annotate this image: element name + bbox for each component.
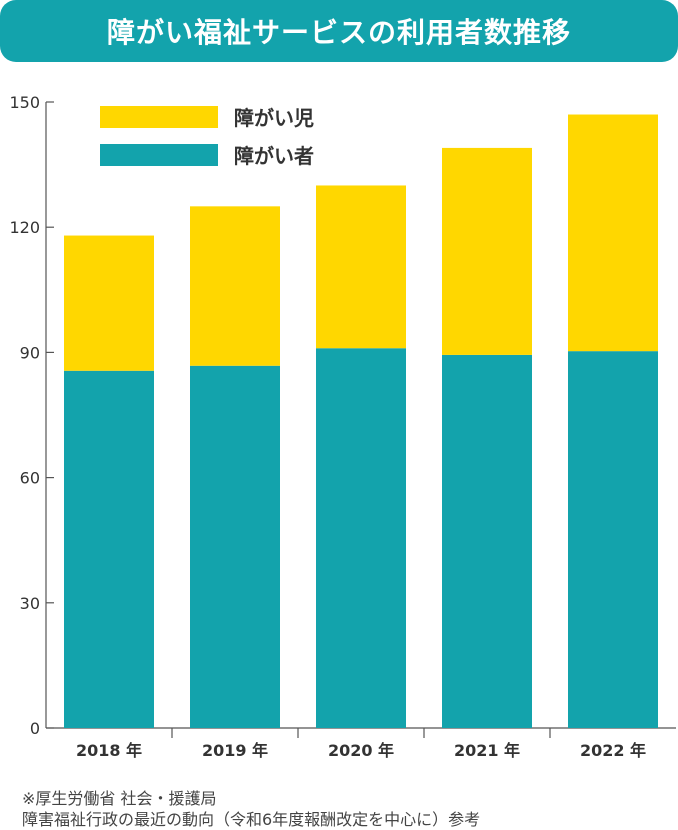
chart-title: 障がい福祉サービスの利用者数推移 — [106, 16, 571, 49]
stacked-bar-chart: 0 30 60 90 120 150 2018 年 2019 年 2020 年 2021 年 202… — [9, 93, 676, 760]
x-tick-label: 2022 年 — [580, 741, 646, 760]
y-tick-label: 0 — [30, 719, 40, 738]
bar-child-0 — [64, 235, 154, 371]
source-note-line-1: ※厚生労働省 社会・援護局 — [22, 789, 217, 808]
y-tick-label: 90 — [20, 343, 40, 362]
y-tick-label: 30 — [20, 594, 40, 613]
bar-child-1 — [190, 206, 280, 366]
bar-adult-1 — [190, 365, 280, 728]
bar-adult-4 — [568, 351, 658, 728]
bar-child-4 — [568, 114, 658, 352]
x-tick-label: 2018 年 — [76, 741, 142, 760]
legend-swatch-0 — [100, 106, 218, 128]
bar-adult-3 — [442, 354, 532, 728]
y-tick-label: 150 — [9, 93, 40, 112]
bar-adult-2 — [316, 348, 406, 728]
bar-child-2 — [316, 185, 406, 349]
source-note-line-2: 障害福祉行政の最近の動向（令和6年度報酬改定を中心に）参考 — [22, 810, 481, 829]
x-tick-label: 2020 年 — [328, 741, 394, 760]
x-tick-label: 2021 年 — [454, 741, 520, 760]
legend-label-0: 障がい児 — [234, 106, 314, 130]
legend-swatch-1 — [100, 144, 218, 166]
chart-title-bar: 障がい福祉サービスの利用者数推移 — [0, 0, 678, 62]
y-tick-label: 60 — [20, 469, 40, 488]
bar-child-3 — [442, 147, 532, 355]
legend-label-1: 障がい者 — [234, 144, 314, 168]
y-tick-label: 120 — [9, 218, 40, 237]
bar-adult-0 — [64, 370, 154, 728]
x-tick-label: 2019 年 — [202, 741, 268, 760]
